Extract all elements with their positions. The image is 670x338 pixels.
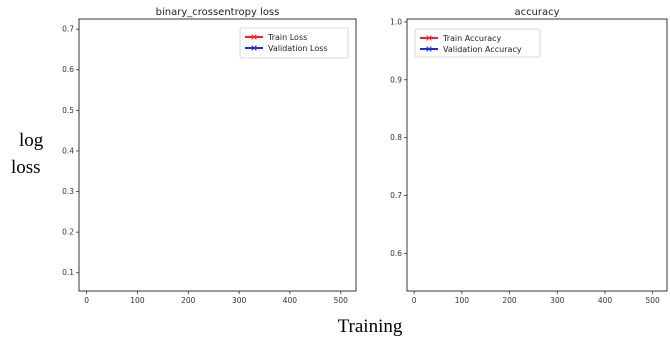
- legend-label-0: Train Accuracy: [442, 34, 502, 43]
- axes-frame: [406, 18, 668, 292]
- left-label-line-2: loss: [11, 157, 41, 178]
- y-tick-label: 0.5: [62, 106, 74, 115]
- accuracy-chart: 0 100 200 300 400 500 0.6 0.7 0.8 0.9 1.0 accuracy T…: [390, 7, 668, 305]
- legend-label-1: Validation Loss: [268, 44, 328, 53]
- x-tick-label: 500: [334, 296, 349, 305]
- x-tick-label: 0: [84, 296, 89, 305]
- axes-frame: [78, 18, 357, 292]
- x-tick-label: 200: [502, 296, 517, 305]
- x-tick-label: 200: [181, 296, 196, 305]
- legend: Train Accuracy Validation Accuracy: [414, 28, 541, 58]
- chart-title: binary_crossentropy loss: [156, 7, 280, 18]
- x-tick-label: 100: [455, 296, 470, 305]
- legend-marker-0: [251, 34, 257, 40]
- loss-chart: 0 100 200 300 400 500 0.1 0.2 0.3 0.4 0.5 0.6 0.7 bin…: [62, 7, 357, 305]
- y-tick-label: 0.2: [62, 228, 74, 237]
- legend-marker-0: [426, 35, 432, 41]
- legend-label-1: Validation Accuracy: [443, 45, 522, 54]
- y-tick-label: 0.6: [62, 65, 74, 74]
- bottom-label: Training: [338, 316, 403, 337]
- left-label-line-1: log: [19, 130, 44, 151]
- y-tick-label: 0.7: [390, 191, 402, 200]
- y-tick-label: 0.8: [390, 133, 402, 142]
- x-tick-label: 0: [412, 296, 417, 305]
- legend: Train Loss Validation Loss: [239, 27, 349, 59]
- legend-marker-1: [251, 45, 257, 51]
- y-tick-label: 0.6: [390, 249, 402, 258]
- y-tick-label: 1.0: [390, 17, 402, 26]
- y-tick-label: 0.4: [62, 146, 74, 155]
- y-tick-label: 0.9: [390, 75, 402, 84]
- legend-box: [414, 28, 541, 58]
- x-tick-label: 400: [283, 296, 298, 305]
- chart-title: accuracy: [514, 7, 559, 18]
- x-tick-label: 100: [130, 296, 145, 305]
- x-tick-label: 400: [598, 296, 613, 305]
- legend-label-0: Train Loss: [267, 33, 307, 42]
- x-tick-label: 500: [646, 296, 661, 305]
- x-tick-label: 300: [550, 296, 565, 305]
- legend-marker-1: [426, 46, 432, 52]
- y-tick-label: 0.3: [62, 187, 74, 196]
- legend-box: [239, 27, 349, 59]
- y-tick-label: 0.7: [62, 25, 74, 34]
- y-tick-label: 0.1: [62, 268, 74, 277]
- x-tick-label: 300: [232, 296, 247, 305]
